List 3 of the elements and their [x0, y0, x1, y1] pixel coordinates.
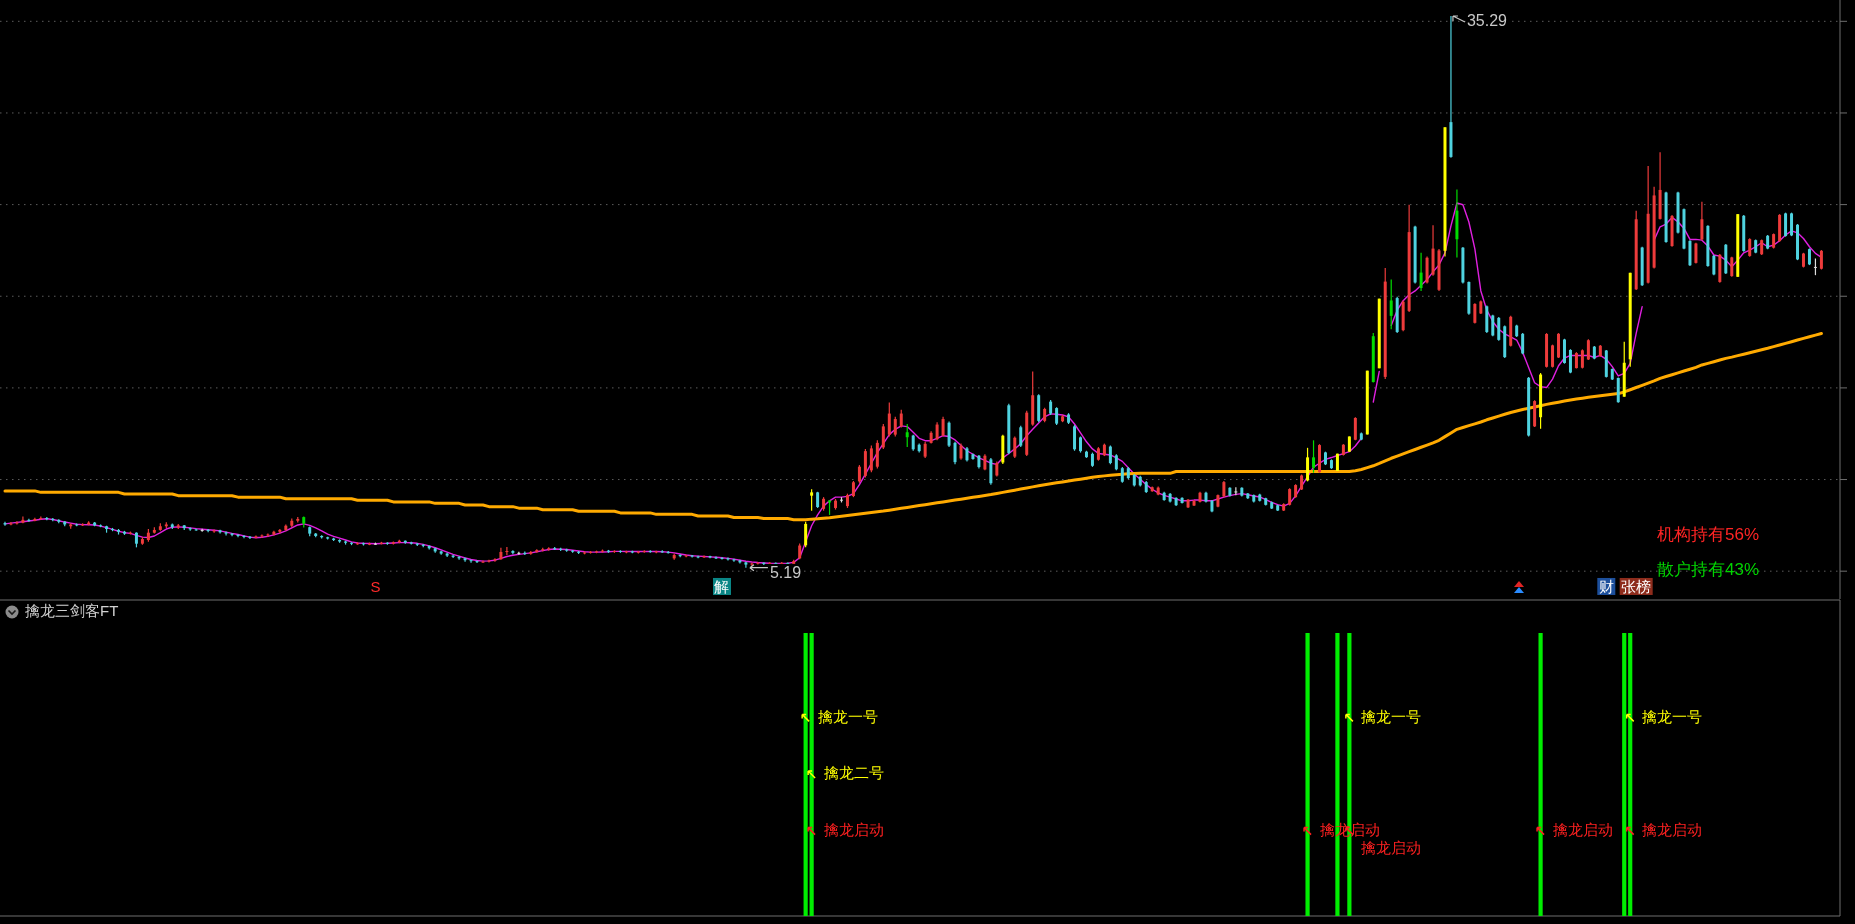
series-label: 擒龙一号: [817, 707, 878, 725]
chart-title: 擒龙三剑客FT: [25, 601, 119, 619]
series-label: 擒龙二号: [823, 764, 884, 782]
